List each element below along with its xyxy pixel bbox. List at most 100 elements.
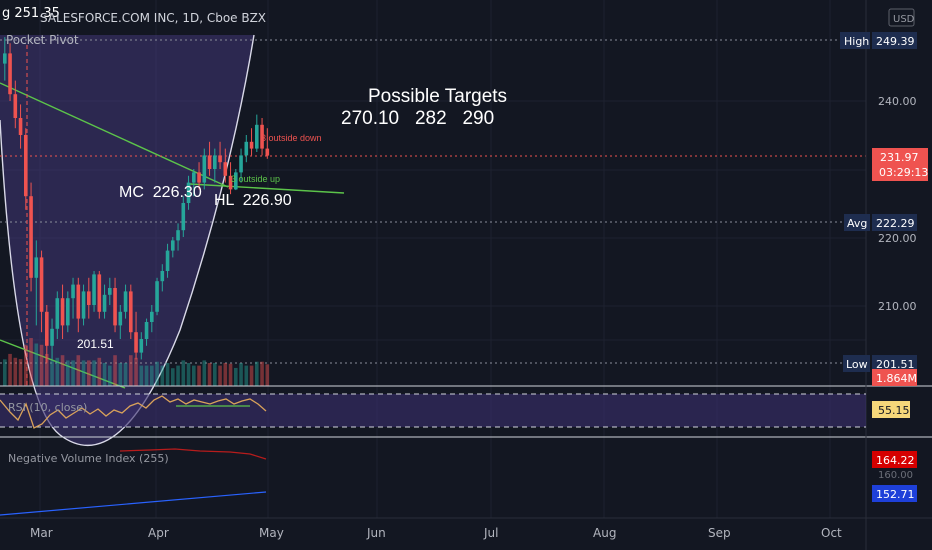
candle-body <box>207 155 212 169</box>
volume-bar <box>13 357 18 386</box>
indicator-label[interactable]: Pocket Pivot <box>6 33 79 47</box>
volume-bar <box>244 365 249 386</box>
volume-bar <box>181 360 186 386</box>
volume-bar <box>197 365 201 386</box>
targets-values: 270.10 282 290 <box>341 108 494 129</box>
volume-bar <box>24 344 28 386</box>
candle-body <box>144 322 149 339</box>
volume-bar <box>165 363 170 386</box>
volume-bar <box>45 353 49 386</box>
nvi-label[interactable]: Negative Volume Index (255) <box>8 452 169 465</box>
candle-body <box>134 332 138 353</box>
candle-body <box>81 291 86 319</box>
trend-line-lower <box>0 339 126 389</box>
candle-body <box>118 311 123 326</box>
volume-badge <box>872 369 917 386</box>
volume-bar <box>150 365 154 386</box>
avg-tag-label: Avg <box>847 217 867 230</box>
candle-body <box>218 155 222 163</box>
volume-bar <box>160 365 165 386</box>
volume-bar <box>66 360 70 386</box>
rsi-value: 55.15 <box>878 404 910 417</box>
avg-tag <box>844 214 870 231</box>
x-tick-label: May <box>259 526 284 540</box>
x-tick-label: Mar <box>30 526 53 540</box>
volume-bar <box>39 344 44 386</box>
candle-body <box>244 141 249 156</box>
rsi-label[interactable]: RSI (10, close) <box>8 401 87 414</box>
volume-bar <box>8 353 12 386</box>
trend-line-descending <box>0 82 229 188</box>
y-tick-label: 220.00 <box>878 232 917 245</box>
symbol-line: g 251.35 <box>2 6 60 21</box>
nvi-line-red <box>119 448 267 460</box>
volume-bar <box>192 365 196 386</box>
x-axis[interactable]: Mar Apr May Jun Jul Aug Sep Oct <box>30 526 842 540</box>
trend-line-support <box>189 183 345 194</box>
volume-bar <box>97 357 102 386</box>
candle-body <box>228 175 233 190</box>
low-value-badge <box>872 355 917 372</box>
candle-body <box>202 155 207 183</box>
countdown-value: 03:29:13 <box>879 166 928 179</box>
outside-down-label: 3 outside down <box>261 133 322 143</box>
current-price-value: 231.97 <box>880 151 919 164</box>
volume-bar <box>108 365 112 386</box>
candle-body <box>76 284 81 319</box>
x-tick-label: Apr <box>148 526 169 540</box>
rsi-line <box>0 395 267 429</box>
high-value: 249.39 <box>876 35 915 48</box>
x-tick-label: Jun <box>366 526 386 540</box>
candle-body <box>234 172 238 190</box>
volume-bar <box>18 359 23 386</box>
nvi-value-badge-blue <box>872 485 917 502</box>
volume-bar <box>249 365 254 386</box>
candle-body <box>13 94 18 118</box>
volume-bar <box>134 357 138 386</box>
chart-title[interactable]: SALESFORCE.COM INC, 1D, Cboe BZX <box>40 11 266 25</box>
candle-body <box>176 230 180 241</box>
rsi-band <box>0 394 866 427</box>
candle-body <box>197 172 201 183</box>
candle-body <box>55 298 60 329</box>
candle-body <box>150 311 154 322</box>
volume-bar <box>207 363 212 386</box>
hl-annotation: HL 226.90 <box>214 192 292 209</box>
candle-body <box>8 53 12 95</box>
price-scale[interactable]: USD 240.00 220.00 210.00 High 249.39 231… <box>840 8 928 502</box>
currency-badge[interactable] <box>888 8 915 27</box>
volume-bar <box>223 363 228 386</box>
candle-body <box>66 298 70 326</box>
volume-bar <box>213 363 217 386</box>
candle-body <box>155 281 159 312</box>
volume-bar <box>202 360 207 386</box>
nvi-value-red: 164.22 <box>876 454 915 467</box>
grid <box>0 0 866 518</box>
volume-bar <box>76 355 81 386</box>
volume-bar <box>155 361 159 386</box>
candle-body <box>71 284 75 299</box>
candle-body <box>29 196 33 278</box>
candle-body <box>18 118 23 135</box>
candle-body <box>260 124 264 149</box>
volume-bar <box>129 355 133 386</box>
y-tick-label: 210.00 <box>878 300 917 313</box>
candlesticks <box>3 37 270 363</box>
candle-body <box>50 328 54 346</box>
candle-body <box>171 240 175 251</box>
candle-body <box>249 141 254 149</box>
avg-value-badge <box>872 214 917 231</box>
candle-body <box>139 339 144 353</box>
volume-bar <box>123 363 128 386</box>
mc-annotation: MC 226.30 <box>119 184 202 201</box>
candle-body <box>223 162 228 176</box>
volume-bar <box>87 360 91 386</box>
candle-body <box>265 148 270 156</box>
candle-body <box>129 291 133 333</box>
nvi-value-badge-red <box>872 451 917 468</box>
low-annotation: 201.51 <box>77 337 114 351</box>
high-tag <box>840 32 870 49</box>
candle-body <box>60 298 65 326</box>
